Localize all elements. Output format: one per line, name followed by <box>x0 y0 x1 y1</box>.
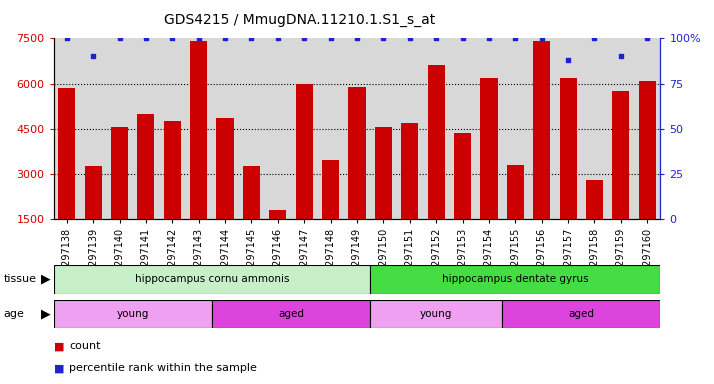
Bar <box>533 41 550 219</box>
Bar <box>428 65 445 219</box>
Bar <box>401 122 418 219</box>
Point <box>431 35 442 41</box>
Point <box>483 35 495 41</box>
Bar <box>269 210 286 219</box>
Bar <box>111 127 128 219</box>
Bar <box>639 81 656 219</box>
Bar <box>322 160 339 219</box>
Bar <box>586 180 603 219</box>
Point <box>536 35 548 41</box>
Text: tissue: tissue <box>4 274 36 285</box>
Bar <box>212 300 370 328</box>
Bar <box>454 133 471 219</box>
Bar <box>216 118 233 219</box>
Text: hippocampus cornu ammonis: hippocampus cornu ammonis <box>135 274 289 285</box>
Bar <box>613 91 630 219</box>
Point <box>193 35 204 41</box>
Bar <box>375 127 392 219</box>
Text: ▶: ▶ <box>41 273 51 286</box>
Bar <box>560 78 577 219</box>
Bar <box>296 84 313 219</box>
Point <box>140 35 151 41</box>
Point <box>87 53 99 60</box>
Point <box>114 35 125 41</box>
Bar <box>502 300 660 328</box>
Text: ▶: ▶ <box>41 308 51 320</box>
Bar <box>137 114 154 219</box>
Point <box>351 35 363 41</box>
Text: aged: aged <box>568 309 594 319</box>
Bar <box>370 265 660 294</box>
Text: young: young <box>420 309 453 319</box>
Bar <box>243 166 260 219</box>
Point <box>298 35 310 41</box>
Point <box>404 35 416 41</box>
Bar <box>54 300 212 328</box>
Point <box>510 35 521 41</box>
Bar <box>370 300 502 328</box>
Text: ■: ■ <box>54 363 64 373</box>
Bar <box>54 265 370 294</box>
Text: hippocampus dentate gyrus: hippocampus dentate gyrus <box>442 274 588 285</box>
Point <box>166 35 178 41</box>
Text: percentile rank within the sample: percentile rank within the sample <box>69 363 257 373</box>
Point <box>246 35 257 41</box>
Text: age: age <box>4 309 24 319</box>
Point <box>219 35 231 41</box>
Text: count: count <box>69 341 101 351</box>
Point <box>325 35 336 41</box>
Text: young: young <box>116 309 149 319</box>
Bar <box>481 78 498 219</box>
Point <box>589 35 600 41</box>
Point <box>563 57 574 63</box>
Point <box>642 35 653 41</box>
Bar <box>58 88 75 219</box>
Text: aged: aged <box>278 309 304 319</box>
Bar <box>84 166 101 219</box>
Point <box>615 53 627 60</box>
Bar <box>507 165 524 219</box>
Text: ■: ■ <box>54 341 64 351</box>
Point <box>61 35 72 41</box>
Point <box>272 35 283 41</box>
Point <box>457 35 468 41</box>
Bar <box>190 41 207 219</box>
Bar <box>348 86 366 219</box>
Bar <box>164 121 181 219</box>
Text: GDS4215 / MmugDNA.11210.1.S1_s_at: GDS4215 / MmugDNA.11210.1.S1_s_at <box>164 13 436 27</box>
Point <box>378 35 389 41</box>
